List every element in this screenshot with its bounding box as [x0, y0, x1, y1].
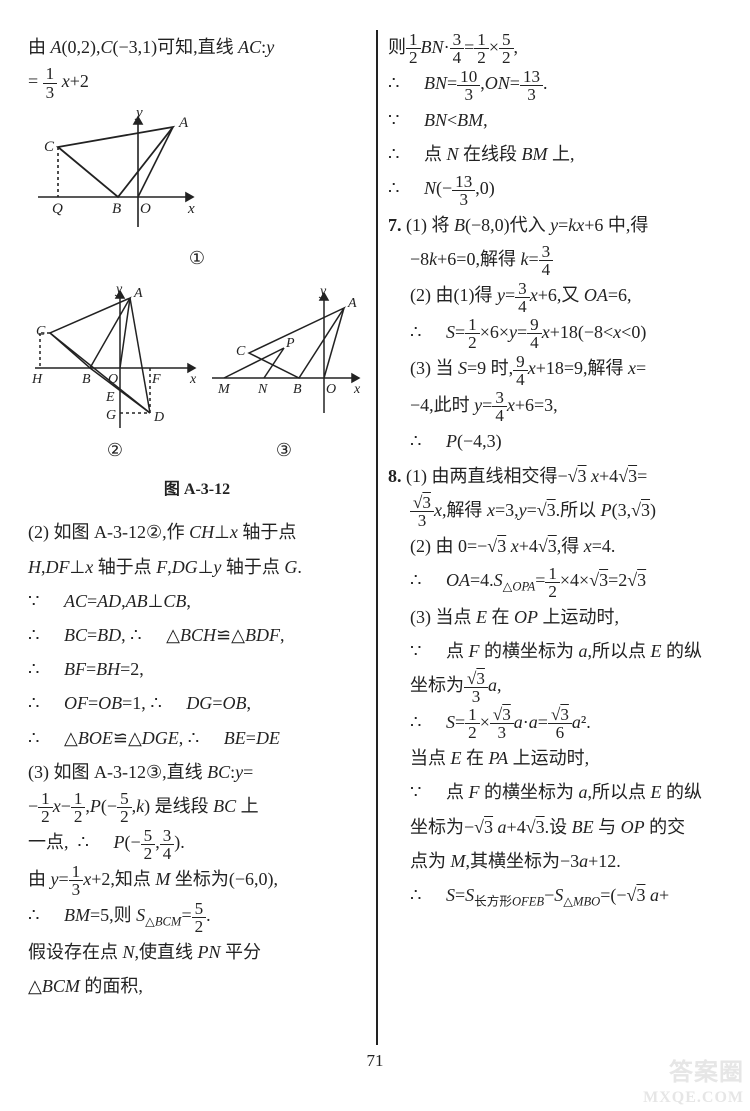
- r8: (3) 当 S=9 时,94x+18=9,解得 x=: [388, 351, 722, 387]
- text: (2) 如图 A-3-12②,作: [28, 522, 189, 542]
- text: 轴于点: [221, 557, 284, 577]
- svg-text:A: A: [178, 115, 189, 131]
- text: (0,2),: [62, 37, 101, 57]
- r11: ∴OA=4.S△OPA=12×4×√3=2√3: [388, 563, 722, 600]
- r-q7: 7. (1) 将 B(−8,0)代入 y=kx+6 中,得: [388, 208, 722, 242]
- r16: ∵点 F 的横坐标为 a,所以点 E 的纵: [388, 775, 722, 809]
- text: +2: [70, 71, 89, 91]
- figure-1: A B C Q O y x ①: [28, 107, 366, 275]
- r-q8: 8. (1) 由两直线相交得−√3 x+4√3=: [388, 459, 722, 493]
- page: 由 A(0,2),C(−3,1)可知,直线 AC:y = 13 x+2: [0, 0, 750, 1111]
- r1: 则12BN·34=12×52,: [388, 30, 722, 66]
- svg-text:A: A: [347, 296, 357, 311]
- r5b: −8k+6=0,解得 k=34: [388, 242, 722, 278]
- left-p11: 由 y=13x+2,知点 M 坐标为(−6,0),: [28, 862, 366, 898]
- svg-text:M: M: [217, 382, 231, 397]
- r16c: 点为 M,其横坐标为−3a+12.: [388, 844, 722, 878]
- left-p10: 一点, ∴P(−52,34).: [28, 825, 366, 861]
- page-number: 71: [28, 1051, 722, 1071]
- fig2-label: ②: [30, 433, 200, 467]
- r4: ∴点 N 在线段 BM 上,: [388, 137, 722, 171]
- svg-text:y: y: [134, 107, 143, 121]
- svg-text:y: y: [114, 283, 123, 297]
- r13: ∵点 F 的横坐标为 a,所以点 E 的纵: [388, 634, 722, 668]
- svg-text:F: F: [151, 372, 161, 387]
- svg-text:x: x: [189, 372, 197, 387]
- left-p1b: = 13 x+2: [28, 64, 366, 100]
- r16b: 坐标为−√3 a+4√3.设 BE 与 OP 的交: [388, 810, 722, 844]
- r2: ∴BN=103,ON=133.: [388, 66, 722, 102]
- svg-text:B: B: [82, 372, 91, 387]
- svg-text:B: B: [112, 201, 121, 217]
- text: 轴于点: [238, 522, 297, 542]
- r12: (3) 当点 E 在 OP 上运动时,: [388, 600, 722, 634]
- left-p8: (3) 如图 A-3-12③,直线 BC:y=: [28, 755, 366, 789]
- left-p5: ∴BF=BH=2,: [28, 652, 366, 686]
- left-p6: ∴OF=OB=1, ∴DG=OB,: [28, 686, 366, 720]
- text: 由: [28, 37, 51, 57]
- watermark-line2: MXQE.COM: [643, 1088, 744, 1107]
- svg-text:C: C: [236, 344, 246, 359]
- svg-text:E: E: [105, 390, 115, 405]
- fig3-label: ③: [204, 433, 364, 467]
- svg-text:O: O: [140, 201, 151, 217]
- figure-row: A C H B O F E G D y x ②: [28, 283, 366, 467]
- r8b: −4,此时 y=34x+6=3,: [388, 388, 722, 424]
- svg-text:y: y: [318, 284, 327, 299]
- svg-text:O: O: [108, 372, 118, 387]
- left-p9: −12x−12,P(−52,k) 是线段 BC 上: [28, 789, 366, 825]
- r13b: 坐标为√33a,: [388, 668, 722, 704]
- svg-text:Q: Q: [52, 201, 63, 217]
- svg-text:G: G: [106, 408, 116, 423]
- r10: (2) 由 0=−√3 x+4√3,得 x=4.: [388, 529, 722, 563]
- left-p7: ∴△BOE≌△DGE, ∴BE=DE: [28, 721, 366, 755]
- text: (−3,1)可知,直线: [113, 37, 239, 57]
- svg-text:H: H: [31, 372, 43, 387]
- svg-text:x: x: [187, 201, 195, 217]
- figure-caption: 图 A-3-12: [28, 475, 366, 505]
- svg-text:C: C: [44, 139, 55, 155]
- left-p3: ∵AC=AD,AB⊥CB,: [28, 584, 366, 618]
- left-p14: △BCM 的面积,: [28, 969, 366, 1003]
- svg-text:O: O: [326, 382, 336, 397]
- left-p12: ∴BM=5,则 S△BCM=52.: [28, 898, 366, 935]
- left-p4: ∴BC=BD, ∴△BCH≌△BDF,: [28, 618, 366, 652]
- svg-text:P: P: [285, 336, 295, 351]
- text: 轴于点: [93, 557, 156, 577]
- r7: ∴S=12×6×y=94x+18(−8<x<0): [388, 315, 722, 351]
- r3: ∵BN<BM,: [388, 103, 722, 137]
- r9b: √33x,解得 x=3,y=√3.所以 P(3,√3): [388, 493, 722, 529]
- diagram-1: A B C Q O y x: [28, 107, 198, 237]
- figure-2: A C H B O F E G D y x ②: [30, 283, 200, 467]
- svg-text:D: D: [153, 410, 164, 425]
- r17: ∴S=S长方形OFEB−S△MBO=(−√3 a+: [388, 878, 722, 915]
- columns: 由 A(0,2),C(−3,1)可知,直线 AC:y = 13 x+2: [28, 30, 722, 1045]
- r4b: ∴N(−133,0): [388, 171, 722, 207]
- r15: 当点 E 在 PA 上运动时,: [388, 741, 722, 775]
- left-p2: (2) 如图 A-3-12②,作 CH⊥x 轴于点: [28, 515, 366, 549]
- diagram-2: A C H B O F E G D y x: [30, 283, 200, 433]
- svg-text:N: N: [257, 382, 268, 397]
- r14: ∴S=12×√33a·a=√36a².: [388, 705, 722, 741]
- left-p13: 假设存在点 N,使直线 PN 平分: [28, 935, 366, 969]
- right-column: 则12BN·34=12×52, ∴BN=103,ON=133. ∵BN<BM, …: [378, 30, 722, 1045]
- svg-text:A: A: [133, 286, 143, 301]
- watermark: 答案圈 MXQE.COM: [643, 1059, 744, 1107]
- left-p1: 由 A(0,2),C(−3,1)可知,直线 AC:y: [28, 30, 366, 64]
- watermark-line1: 答案圈: [643, 1059, 744, 1088]
- r6: (2) 由(1)得 y=34x+6,又 OA=6,: [388, 278, 722, 314]
- left-p2b: H,DF⊥x 轴于点 F,DG⊥y 轴于点 G.: [28, 550, 366, 584]
- diagram-3: A C P M N B O y x: [204, 283, 364, 433]
- figure-3: A C P M N B O y x ③: [204, 283, 364, 467]
- svg-text:x: x: [353, 382, 361, 397]
- fig1-label: ①: [28, 241, 366, 275]
- svg-text:C: C: [36, 324, 46, 339]
- r8c: ∴P(−4,3): [388, 424, 722, 458]
- left-column: 由 A(0,2),C(−3,1)可知,直线 AC:y = 13 x+2: [28, 30, 376, 1045]
- svg-text:B: B: [293, 382, 302, 397]
